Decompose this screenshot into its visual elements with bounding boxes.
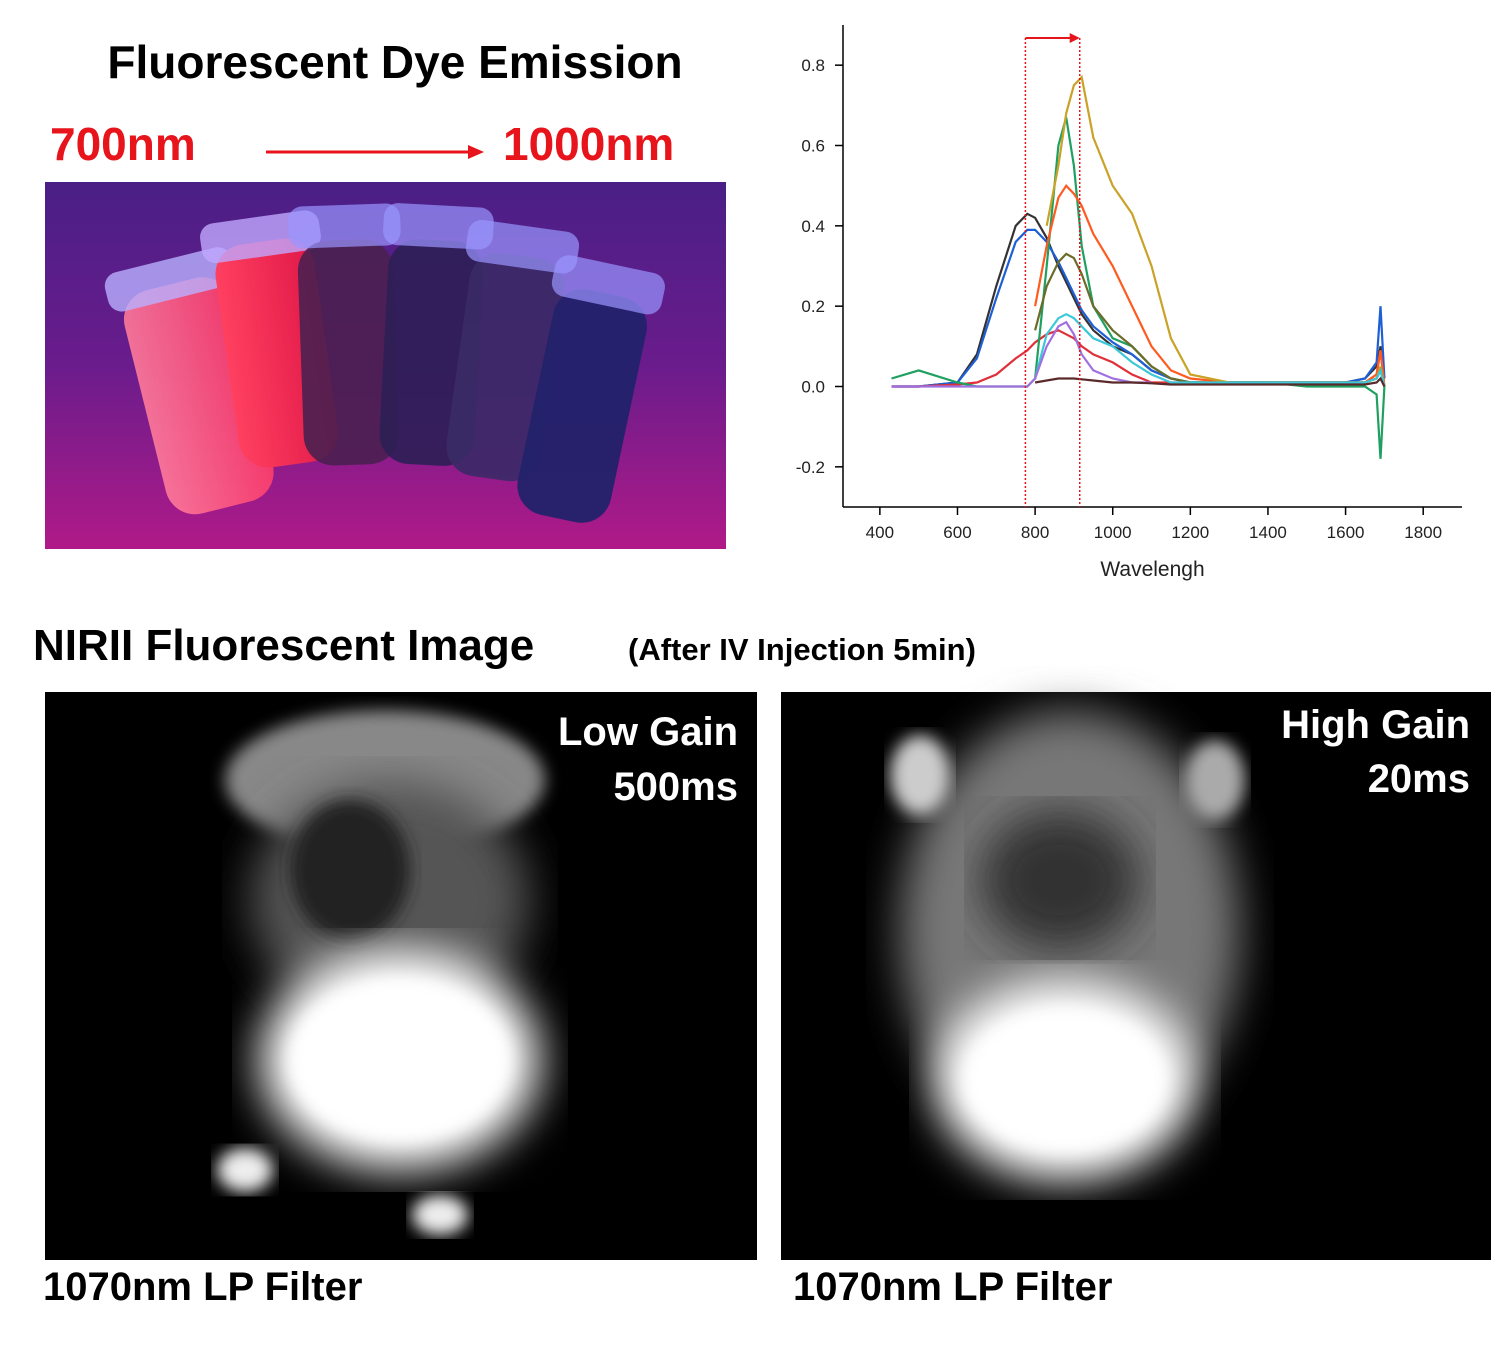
- exposure-label: 20ms: [1368, 757, 1470, 801]
- x-tick-label: 1000: [1094, 523, 1132, 542]
- spectrum-line: [1034, 312, 1386, 387]
- gain-label: High Gain: [1281, 703, 1470, 747]
- spectrum-line: [891, 320, 1152, 388]
- spectrum-line: [891, 117, 1386, 459]
- y-tick-label: 0.8: [801, 56, 825, 75]
- y-tick-label: 0.6: [801, 137, 825, 156]
- x-tick-label: 600: [943, 523, 971, 542]
- x-tick-label: 1200: [1171, 523, 1209, 542]
- x-tick-label: 1800: [1404, 523, 1442, 542]
- range-start: 700nm: [50, 118, 196, 170]
- range-end: 1000nm: [503, 118, 674, 170]
- spectrum-line: [1034, 183, 1386, 387]
- tube-photo: [45, 182, 726, 549]
- x-axis-label: Wavelengh: [1100, 558, 1204, 581]
- shift-arrow-head: [1069, 33, 1080, 43]
- gain-label: Low Gain: [558, 710, 738, 754]
- title: Fluorescent Dye Emission: [107, 36, 682, 88]
- x-tick-label: 800: [1021, 523, 1049, 542]
- filter-label: 1070nm LP Filter: [793, 1265, 1112, 1309]
- y-tick-label: -0.2: [796, 458, 825, 477]
- x-tick-label: 1600: [1327, 523, 1365, 542]
- y-tick-label: 0.2: [801, 297, 825, 316]
- arrow-head: [468, 145, 484, 159]
- x-tick-label: 1400: [1249, 523, 1287, 542]
- spectrum-chart: -0.2 0.0 0.2 0.4 0.6 0.8 400 600 800 1000 1200 1400…: [796, 25, 1462, 581]
- filter-label: 1070nm LP Filter: [43, 1265, 362, 1309]
- spectrum-line: [1034, 376, 1386, 387]
- mouse-image-high-gain: [781, 692, 1491, 1260]
- exposure-label: 500ms: [613, 765, 738, 809]
- section-subtitle: (After IV Injection 5min): [628, 632, 976, 667]
- section-title: NIRII Fluorescent Image: [33, 621, 534, 670]
- y-tick-label: 0.4: [801, 217, 825, 236]
- x-tick-label: 400: [866, 523, 894, 542]
- spectrum-line: [891, 228, 1386, 388]
- y-tick-label: 0.0: [801, 378, 825, 397]
- mouse-image-low-gain: [45, 692, 757, 1260]
